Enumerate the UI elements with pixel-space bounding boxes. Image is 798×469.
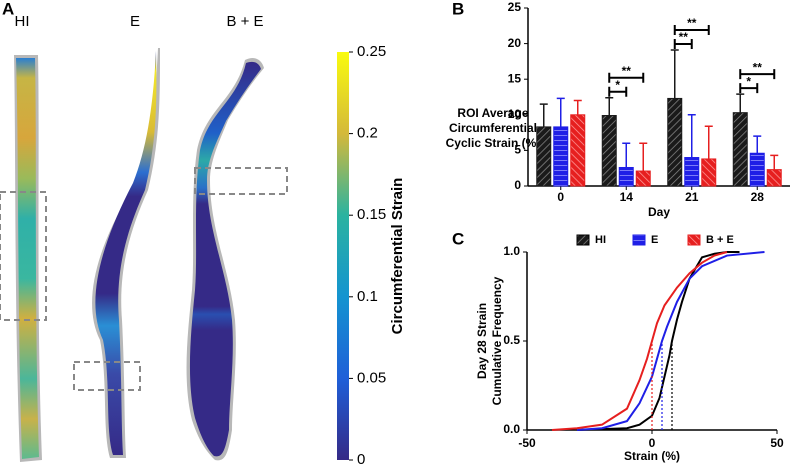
legend-swatch xyxy=(576,234,590,246)
panel-letter: B xyxy=(452,0,464,18)
bar xyxy=(635,170,651,187)
significance-bracket xyxy=(739,69,776,80)
vessel-hi xyxy=(16,58,39,459)
legend-swatch xyxy=(687,234,701,246)
x-tick-label: 14 xyxy=(620,190,634,204)
x-tick-label: -50 xyxy=(518,436,536,450)
x-tick-label: 0 xyxy=(649,436,656,450)
significance-label: ** xyxy=(687,16,697,30)
cdf-line xyxy=(576,251,765,431)
x-tick-label: 50 xyxy=(770,436,784,450)
y-tick-label: 25 xyxy=(508,0,522,14)
x-tick-label: 28 xyxy=(751,190,765,204)
roi-box xyxy=(0,191,47,321)
y-tick-label: 20 xyxy=(508,36,522,50)
x-axis-label: Strain (%) xyxy=(624,449,680,463)
y-axis-label: Cyclic Strain (%) xyxy=(446,136,541,150)
y-tick-label: 0.5 xyxy=(503,333,520,347)
significance-bracket xyxy=(673,39,693,50)
bar xyxy=(766,169,782,187)
bar xyxy=(667,97,683,187)
significance-bracket xyxy=(739,83,759,94)
panel-letter: C xyxy=(452,229,464,248)
y-axis-label: Cumulative Frequency xyxy=(490,276,504,405)
legend-label: B + E xyxy=(706,234,734,246)
significance-bracket xyxy=(608,72,645,83)
bar xyxy=(618,166,634,187)
error-bar xyxy=(573,99,582,115)
legend-swatch xyxy=(632,234,646,246)
x-tick-label: 21 xyxy=(685,190,699,204)
bar xyxy=(684,157,700,187)
significance-bracket xyxy=(608,86,628,97)
significance-label: ** xyxy=(753,60,763,74)
bar xyxy=(601,115,617,187)
significance-label: ** xyxy=(622,64,632,78)
panel-letter: A xyxy=(2,0,14,18)
render-label: B + E xyxy=(226,13,263,30)
legend-label: E xyxy=(651,234,658,246)
legend-label: HI xyxy=(595,234,606,246)
y-tick-label: 10 xyxy=(508,107,522,121)
error-bar xyxy=(622,142,631,168)
cdf-line xyxy=(576,251,740,431)
roi-box xyxy=(194,167,288,195)
y-axis-label: ROI Average xyxy=(457,106,528,120)
bar xyxy=(701,158,717,187)
y-tick-label: 0.0 xyxy=(503,422,520,436)
y-tick-label: 1.0 xyxy=(503,244,520,258)
error-bar xyxy=(639,142,648,172)
error-bar xyxy=(736,93,745,113)
y-tick-label: 5 xyxy=(514,143,521,157)
vessel-renders xyxy=(0,48,288,462)
significance-label: * xyxy=(615,78,620,92)
y-tick-label: 0 xyxy=(514,178,521,192)
bar xyxy=(749,152,765,187)
y-axis-label: Day 28 Strain xyxy=(475,303,489,379)
roi-box xyxy=(73,361,141,391)
error-bar xyxy=(704,125,713,159)
bar xyxy=(732,112,748,187)
significance-bracket xyxy=(673,25,710,36)
error-bar xyxy=(753,135,762,154)
colorbar-tick-label: 0 xyxy=(357,451,365,468)
error-bar xyxy=(770,154,779,170)
bar xyxy=(553,126,569,187)
bar xyxy=(570,114,586,187)
bar xyxy=(536,126,552,187)
colorbar-tick-label: 0.2 xyxy=(357,125,378,142)
colorbar xyxy=(337,52,349,460)
colorbar-tick-label: 0.05 xyxy=(357,369,386,386)
error-bar xyxy=(556,97,565,127)
y-tick-label: 15 xyxy=(508,71,522,85)
vessel-be xyxy=(189,61,261,457)
error-bar xyxy=(687,114,696,158)
significance-label: ** xyxy=(679,30,689,44)
render-label: HI xyxy=(15,13,30,30)
vessel-e xyxy=(95,51,157,455)
significance-label: * xyxy=(746,74,751,88)
vessel-outline xyxy=(92,48,160,458)
error-bar xyxy=(605,96,614,116)
y-axis-label: Circumferential xyxy=(449,121,537,135)
cdf-line xyxy=(551,251,728,431)
colorbar-tick-label: 0.25 xyxy=(357,43,386,60)
render-label: E xyxy=(130,13,140,30)
x-axis-label: Day xyxy=(648,205,670,219)
colorbar-tick-label: 0.15 xyxy=(357,206,386,223)
x-tick-label: 0 xyxy=(557,190,564,204)
error-bar xyxy=(539,103,548,127)
colorbar-tick-label: 0.1 xyxy=(357,288,378,305)
colorbar-label: Circumferential Strain xyxy=(389,178,406,335)
error-bar xyxy=(670,49,679,99)
